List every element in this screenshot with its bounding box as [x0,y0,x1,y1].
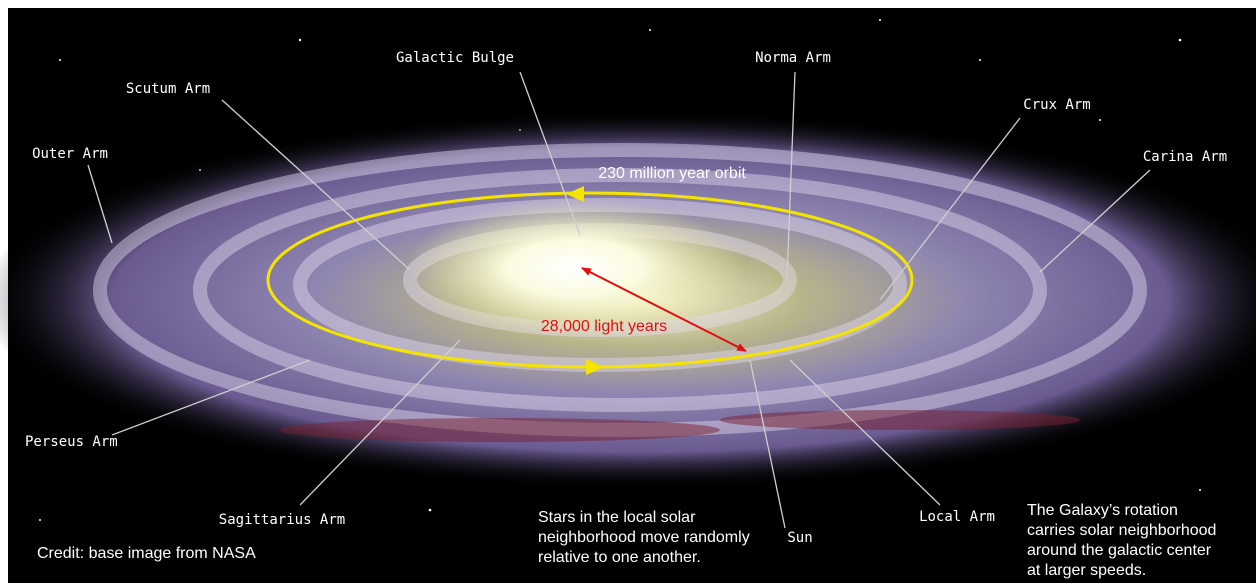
note-line: Stars in the local solar [538,509,696,526]
label: Outer Arm [32,146,108,162]
label: Local Arm [919,509,995,525]
note-line: neighborhood move randomly [538,529,750,546]
galaxy-diagram: Galactic Bulge Norma Arm Scutum Arm Crux… [0,0,1256,583]
label: Scutum Arm [126,81,210,97]
galactic-bulge [405,198,745,338]
distance-label: 28,000 light years [541,318,667,335]
label: Sun [787,530,812,546]
credit: Credit: base image from NASA [37,545,256,562]
label: Norma Arm [755,50,831,66]
label: Perseus Arm [25,434,118,450]
note-line: around the galactic center [1027,542,1212,559]
label: Sagittarius Arm [219,512,345,528]
orbit-label: 230 million year orbit [598,165,746,182]
label: Carina Arm [1143,149,1227,165]
note-line: at larger speeds. [1027,562,1146,579]
note-line: relative to one another. [538,549,701,566]
note-line: carries solar neighborhood [1027,522,1216,539]
label: Crux Arm [1023,97,1090,113]
label: Galactic Bulge [396,50,514,66]
note-line: The Galaxy’s rotation [1027,502,1178,519]
